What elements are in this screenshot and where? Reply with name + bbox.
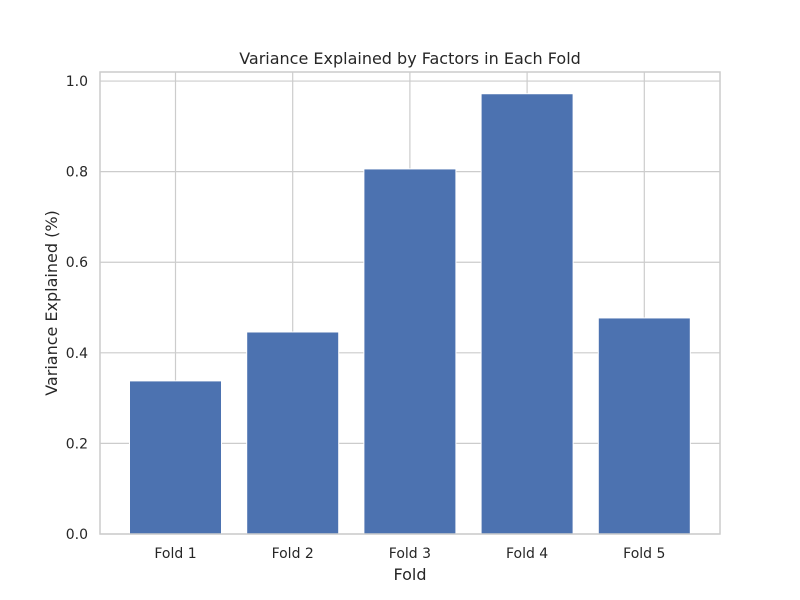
y-axis-label: Variance Explained (%)	[42, 210, 61, 396]
y-tick-label: 0.4	[66, 346, 88, 362]
x-tick-label: Fold 5	[623, 546, 665, 562]
bar-fold-2	[246, 331, 340, 535]
bar-fold-5	[597, 317, 691, 535]
y-tick-labels: 0.0 0.2 0.4 0.6 0.8 1.0	[66, 74, 88, 543]
y-tick-label: 0.2	[66, 436, 88, 452]
x-axis-label: Fold	[393, 565, 426, 584]
chart-title: Variance Explained by Factors in Each Fo…	[239, 49, 581, 68]
bar-layer	[129, 93, 691, 535]
y-tick-label: 0.0	[66, 527, 88, 543]
x-tick-label: Fold 4	[506, 546, 548, 562]
x-tick-labels: Fold 1 Fold 2 Fold 3 Fold 4 Fold 5	[154, 546, 665, 562]
bar-fold-3	[363, 168, 457, 535]
y-tick-label: 0.8	[66, 165, 88, 181]
y-tick-label: 1.0	[66, 74, 88, 90]
x-tick-label: Fold 2	[272, 546, 314, 562]
x-tick-label: Fold 3	[389, 546, 431, 562]
x-tick-label: Fold 1	[154, 546, 196, 562]
bar-fold-4	[480, 93, 574, 535]
bar-fold-1	[129, 380, 222, 535]
plot-frame	[99, 71, 721, 535]
y-tick-label: 0.6	[66, 255, 88, 271]
